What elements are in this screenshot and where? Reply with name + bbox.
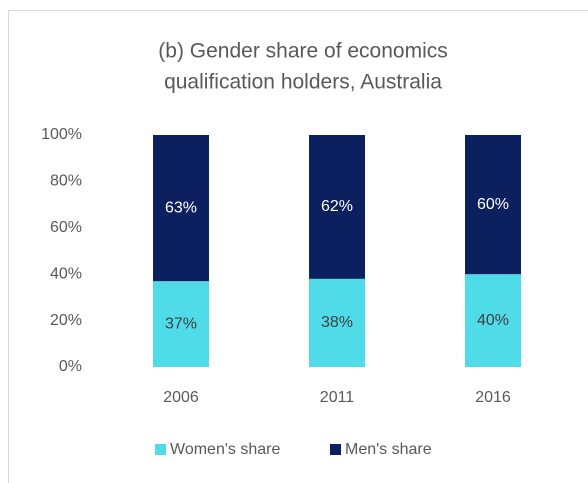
bar-segment — [465, 274, 521, 367]
value-label: 60% — [477, 196, 509, 213]
legend-swatch — [155, 444, 166, 455]
y-tick-label: 40% — [50, 265, 82, 282]
y-tick-label: 20% — [50, 312, 82, 329]
y-tick-label: 100% — [41, 126, 82, 143]
bar-segment — [153, 281, 209, 367]
x-tick-label: 2011 — [320, 389, 355, 406]
bar-segment — [309, 278, 365, 367]
bar-segment — [465, 135, 521, 275]
value-label: 37% — [165, 315, 197, 332]
value-label: 63% — [165, 199, 197, 216]
value-label: 40% — [477, 312, 509, 329]
chart-title: (b) Gender share of economics — [158, 40, 447, 63]
chart-frame — [8, 10, 588, 483]
bar-segment — [309, 135, 365, 279]
legend-label: Men's share — [345, 441, 432, 458]
y-tick-label: 0% — [59, 358, 82, 375]
y-tick-label: 60% — [50, 219, 82, 236]
legend-swatch — [330, 444, 341, 455]
x-tick-label: 2006 — [163, 389, 199, 406]
value-label: 38% — [321, 314, 353, 331]
bar-segment — [153, 135, 209, 282]
chart-title: qualification holders, Australia — [164, 71, 442, 94]
x-tick-label: 2016 — [475, 389, 511, 406]
y-tick-label: 80% — [50, 173, 82, 190]
value-label: 62% — [321, 198, 353, 215]
legend-label: Women's share — [170, 441, 280, 458]
